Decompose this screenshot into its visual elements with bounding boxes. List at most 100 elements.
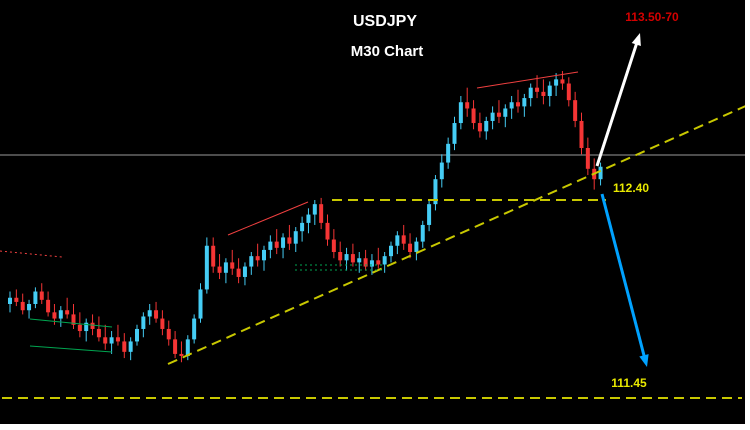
candle-body	[242, 266, 247, 277]
candle-body	[39, 291, 44, 300]
candle-body	[223, 262, 228, 273]
candle-body	[211, 245, 216, 267]
candle-body	[598, 166, 603, 180]
candle-body	[204, 245, 209, 290]
candle-body	[465, 102, 470, 109]
candle-body	[401, 235, 406, 244]
annotation-lines	[0, 71, 745, 399]
candle-body	[516, 102, 520, 107]
candle-body	[547, 85, 552, 96]
candle-body	[249, 256, 254, 267]
candle-body	[217, 266, 222, 273]
candle-body	[96, 328, 101, 338]
bearish-target-arrow	[600, 193, 647, 360]
candle-body	[115, 337, 120, 342]
candle-body	[65, 310, 70, 315]
candle-body	[427, 204, 432, 225]
candle-body	[496, 112, 501, 117]
candle-body	[33, 291, 38, 304]
candle-body	[535, 87, 540, 92]
candle-body	[103, 337, 108, 344]
candle-body	[306, 214, 311, 223]
candle-body	[363, 258, 368, 267]
candle-body	[528, 87, 533, 99]
candle-body	[20, 301, 25, 311]
candle-body	[135, 328, 139, 342]
chart-background	[0, 0, 745, 424]
candle-body	[503, 108, 508, 117]
candle-body	[344, 254, 349, 261]
candle-body	[281, 237, 286, 248]
chart-labels: USDJPY M30 Chart 113.50-70 112.40 111.45	[351, 10, 679, 390]
candle-body	[300, 222, 305, 232]
support-level-label: 112.40	[613, 181, 649, 195]
candle-body	[585, 148, 590, 169]
candle-body	[331, 239, 336, 252]
candle-body	[554, 79, 559, 86]
candle-body	[90, 322, 95, 329]
candle-body	[154, 310, 159, 319]
green-box-bottom	[29, 345, 113, 353]
lower-target-label: 111.45	[611, 376, 647, 390]
candle-body	[382, 256, 387, 265]
candle-body	[27, 304, 32, 311]
candle-body	[579, 120, 584, 148]
candle-body	[71, 314, 76, 325]
candle-body	[376, 260, 381, 265]
candle-body	[458, 102, 463, 124]
candle-body	[477, 123, 482, 132]
candle-body	[236, 268, 241, 277]
candle-body	[147, 310, 152, 317]
candle-body	[414, 241, 419, 252]
candle-body	[573, 100, 578, 121]
chart-title-symbol: USDJPY	[353, 13, 417, 30]
candle-body	[14, 297, 19, 302]
candle-body	[369, 260, 374, 267]
candle-body	[439, 162, 444, 180]
candle-body	[141, 316, 146, 329]
candle-body	[179, 353, 184, 356]
candle-body	[160, 318, 165, 329]
candle-body	[541, 91, 546, 96]
candle-body	[325, 222, 330, 240]
candle-body	[268, 241, 273, 250]
candle-body	[128, 341, 133, 352]
candle-body	[312, 204, 317, 215]
candle-body	[389, 245, 393, 257]
candle-body	[452, 123, 457, 144]
candle-body	[484, 120, 489, 132]
chart-title-timeframe: M30 Chart	[351, 43, 424, 60]
forecast-arrows	[595, 33, 649, 367]
candle-body	[230, 262, 235, 269]
candle-body	[471, 108, 476, 124]
candle-body	[185, 339, 190, 356]
candle-body	[566, 83, 571, 101]
candle-body	[109, 337, 114, 344]
bullish-target-arrow	[595, 39, 640, 167]
candle-body	[408, 243, 413, 252]
candle-body	[522, 98, 527, 107]
candle-body	[262, 249, 266, 261]
candle-body	[446, 143, 451, 163]
candle-body	[84, 322, 89, 332]
candle-body	[338, 252, 343, 261]
candle-body	[509, 102, 514, 109]
red-dotted-line-left	[0, 250, 63, 258]
candle-body	[52, 312, 57, 319]
candles	[8, 71, 603, 363]
candle-body	[560, 79, 565, 84]
candle-body	[166, 328, 171, 340]
candle-body	[293, 231, 298, 244]
candle-body	[46, 299, 51, 313]
green-box-top	[29, 318, 113, 328]
candle-body	[357, 258, 362, 263]
candle-body	[395, 235, 400, 246]
candle-body	[350, 254, 355, 263]
candle-body	[198, 289, 203, 319]
candle-body	[122, 341, 127, 352]
candlestick-chart: USDJPY M30 Chart 113.50-70 112.40 111.45	[0, 0, 745, 424]
ascending-trendline	[167, 105, 745, 365]
candle-body	[433, 179, 438, 205]
candle-body	[77, 324, 82, 332]
